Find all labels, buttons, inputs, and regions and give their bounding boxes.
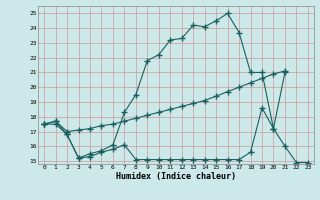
X-axis label: Humidex (Indice chaleur): Humidex (Indice chaleur) [116,172,236,181]
